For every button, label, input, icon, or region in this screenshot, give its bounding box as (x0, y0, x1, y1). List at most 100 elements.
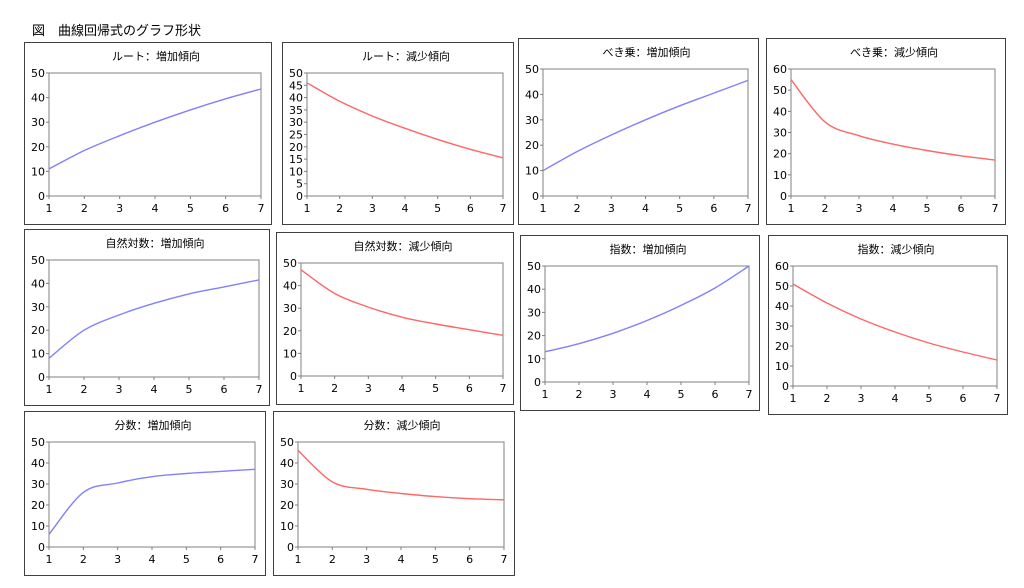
x-tick-label: 7 (992, 202, 999, 215)
y-tick-label: 0 (782, 380, 789, 393)
y-tick-label: 20 (773, 148, 787, 161)
plot-area (300, 262, 504, 377)
chart-power-increasing: べき乗：増加傾向 0 10 20 30 40 50 1 2 3 4 5 6 7 (525, 45, 752, 215)
x-tick-label: 1 (788, 202, 795, 215)
y-tick-label: 30 (775, 320, 789, 333)
x-tick-label: 6 (467, 202, 474, 215)
x-tick-label: 6 (960, 392, 967, 405)
x-tick-label: 2 (81, 202, 88, 215)
y-tick-label: 0 (532, 190, 539, 203)
x-tick-label: 7 (501, 553, 508, 566)
x-tick-label: 4 (892, 392, 899, 405)
x-tick-label: 5 (186, 383, 193, 396)
x-tick-label: 5 (926, 392, 933, 405)
x-tick-label: 7 (994, 392, 1001, 405)
x-tick-label: 5 (924, 202, 931, 215)
y-tick-label: 45 (289, 79, 303, 92)
y-tick-label: 20 (31, 499, 45, 512)
y-tick-label: 50 (289, 67, 303, 80)
chart-panel-fraction-decreasing: 分数：減少傾向 0 10 20 30 40 50 1 2 3 4 5 6 7 (273, 411, 515, 576)
plot-area (544, 265, 750, 383)
x-tick-label: 5 (432, 553, 439, 566)
y-tick-label: 20 (31, 141, 45, 154)
y-tick-label: 50 (773, 84, 787, 97)
chart-panel-exp-increasing: 指数：増加傾向 0 10 20 30 40 50 1 2 3 4 5 6 7 (520, 235, 760, 411)
y-tick-label: 40 (280, 457, 294, 470)
x-tick-label: 6 (712, 388, 719, 401)
plot-area (542, 68, 749, 197)
chart-fraction-increasing: 分数：増加傾向 0 10 20 30 40 50 1 2 3 4 5 6 7 (31, 418, 259, 566)
y-tick-label: 40 (31, 277, 45, 290)
series-line (297, 449, 505, 501)
y-tick-label: 25 (289, 129, 303, 142)
series-line (300, 269, 504, 336)
x-tick-label: 4 (890, 202, 897, 215)
y-tick-label: 40 (31, 457, 45, 470)
y-tick-label: 40 (527, 283, 541, 296)
x-tick-label: 7 (745, 202, 752, 215)
y-tick-label: 0 (290, 370, 297, 383)
y-tick-label: 10 (31, 520, 45, 533)
y-tick-label: 10 (525, 165, 539, 178)
y-tick-label: 60 (773, 63, 787, 76)
x-tick-label: 6 (222, 202, 229, 215)
y-tick-label: 10 (775, 360, 789, 373)
x-tick-label: 7 (500, 202, 507, 215)
chart-log-decreasing: 自然対数：減少傾向 0 10 20 30 40 50 1 2 3 4 5 6 7 (283, 239, 507, 395)
y-tick-label: 0 (38, 190, 45, 203)
x-tick-label: 3 (608, 202, 615, 215)
x-tick-label: 3 (116, 202, 123, 215)
chart-root-increasing: ルート：増加傾向 0 10 20 30 40 50 1 2 3 4 5 6 7 (31, 49, 265, 215)
chart-title: 自然対数：増加傾向 (106, 236, 205, 250)
x-tick-label: 1 (46, 383, 53, 396)
chart-exp-increasing: 指数：増加傾向 0 10 20 30 40 50 1 2 3 4 5 6 7 (527, 242, 753, 401)
y-tick-label: 50 (525, 63, 539, 76)
chart-log-increasing: 自然対数：増加傾向 0 10 20 30 40 50 1 2 3 4 5 6 7 (31, 236, 263, 396)
y-tick-label: 10 (527, 353, 541, 366)
y-tick-label: 30 (289, 116, 303, 129)
chart-panel-root-decreasing: ルート：減少傾向 0 5 10 15 20 25 30 35 40 45 50 1 2 3 4 5 6 7 (282, 42, 514, 225)
x-tick-label: 1 (540, 202, 547, 215)
plot-area (306, 72, 504, 197)
x-tick-label: 7 (746, 388, 753, 401)
y-tick-label: 30 (31, 478, 45, 491)
chart-title: 自然対数：減少傾向 (354, 239, 453, 253)
y-tick-label: 5 (296, 178, 303, 191)
x-tick-label: 1 (46, 202, 53, 215)
y-tick-label: 30 (31, 116, 45, 129)
chart-fraction-decreasing: 分数：減少傾向 0 10 20 30 40 50 1 2 3 4 5 6 7 (280, 418, 508, 566)
x-tick-label: 2 (576, 388, 583, 401)
x-tick-label: 2 (80, 553, 87, 566)
x-tick-label: 2 (822, 202, 829, 215)
series-line (48, 279, 260, 359)
y-tick-label: 20 (527, 330, 541, 343)
x-tick-label: 7 (500, 382, 507, 395)
chart-panel-log-increasing: 自然対数：増加傾向 0 10 20 30 40 50 1 2 3 4 5 6 7 (24, 229, 270, 406)
x-tick-label: 5 (678, 388, 685, 401)
y-tick-label: 40 (773, 105, 787, 118)
series-line (790, 79, 996, 161)
x-tick-label: 1 (542, 388, 549, 401)
series-line (792, 283, 998, 361)
chart-exp-decreasing: 指数：減少傾向 0 10 20 30 40 50 60 1 2 3 4 5 6 7 (775, 242, 1001, 405)
x-tick-label: 4 (644, 388, 651, 401)
y-tick-label: 30 (31, 301, 45, 314)
y-tick-label: 50 (31, 67, 45, 80)
x-tick-label: 6 (221, 383, 228, 396)
x-tick-label: 2 (331, 382, 338, 395)
y-tick-label: 0 (38, 371, 45, 384)
x-tick-label: 6 (217, 553, 224, 566)
chart-panel-power-increasing: べき乗：増加傾向 0 10 20 30 40 50 1 2 3 4 5 6 7 (518, 38, 759, 225)
y-tick-label: 30 (773, 127, 787, 140)
x-tick-label: 5 (434, 202, 441, 215)
chart-panel-fraction-increasing: 分数：増加傾向 0 10 20 30 40 50 1 2 3 4 5 6 7 (24, 411, 266, 576)
x-tick-label: 6 (466, 553, 473, 566)
plot-area (297, 441, 505, 548)
x-tick-label: 3 (114, 553, 121, 566)
chart-panel-log-decreasing: 自然対数：減少傾向 0 10 20 30 40 50 1 2 3 4 5 6 7 (276, 232, 514, 405)
x-tick-label: 1 (298, 382, 305, 395)
figure-title: 図 曲線回帰式のグラフ形状 (32, 24, 202, 39)
x-tick-label: 1 (46, 553, 53, 566)
chart-panel-power-decreasing: べき乗：減少傾向 0 10 20 30 40 50 60 1 2 3 4 5 6 7 (766, 38, 1006, 225)
x-tick-label: 2 (336, 202, 343, 215)
